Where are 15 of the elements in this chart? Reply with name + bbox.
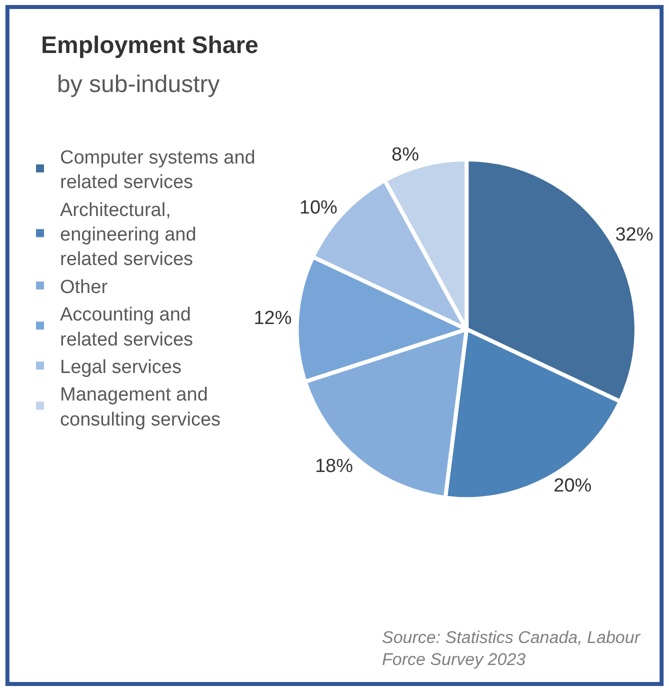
chart-title: Employment Share (41, 32, 258, 59)
data-label: 12% (254, 308, 292, 330)
data-label: 18% (314, 456, 354, 477)
legend-label: Accounting and related services (60, 304, 194, 350)
data-label: 32% (615, 224, 654, 246)
legend-label: Architectural, engineering and related services (60, 200, 196, 270)
legend-label: Legal services (60, 357, 182, 378)
chart-subtitle: by sub-industry (57, 71, 220, 98)
data-label: 8% (392, 144, 420, 166)
source-note: Source: Statistics Canada, Labour Force Survey 2023 (382, 628, 642, 670)
legend-label: Management and consulting services (60, 384, 221, 430)
legend-label: Computer systems and related services (60, 147, 256, 194)
data-label: 20% (554, 476, 592, 497)
legend-label: Other (60, 276, 108, 298)
data-label: 10% (299, 198, 338, 219)
